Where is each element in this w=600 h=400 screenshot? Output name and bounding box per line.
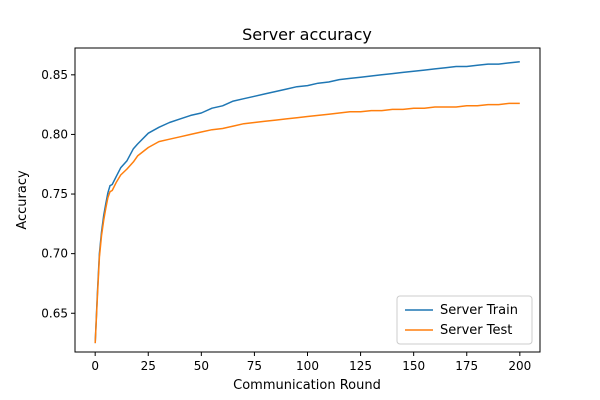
- x-tick-label: 25: [141, 359, 156, 373]
- x-tick-label: 200: [508, 359, 531, 373]
- x-tick-label: 150: [402, 359, 425, 373]
- x-axis: 0 25 50 75 100 125 150 175 200: [91, 352, 531, 373]
- y-tick-label: 0.80: [41, 127, 68, 141]
- x-tick-label: 125: [349, 359, 372, 373]
- y-axis-label: Accuracy: [15, 170, 30, 230]
- legend-label: Server Train: [440, 303, 518, 318]
- legend: Server Train Server Test: [396, 295, 533, 345]
- y-axis: 0.65 0.70 0.75 0.80 0.85: [41, 68, 75, 320]
- chart-title: Server accuracy: [242, 25, 372, 44]
- x-axis-label: Communication Round: [233, 378, 381, 393]
- x-tick-label: 50: [194, 359, 209, 373]
- y-tick-label: 0.65: [41, 306, 68, 320]
- y-tick-label: 0.75: [41, 187, 68, 201]
- x-tick-label: 100: [296, 359, 319, 373]
- legend-label: Server Test: [440, 323, 512, 338]
- series-line-server-train: [94, 60, 520, 344]
- y-tick-label: 0.70: [41, 247, 68, 261]
- legend-box: [396, 295, 533, 345]
- x-tick-label: 0: [91, 359, 99, 373]
- y-tick-label: 0.85: [41, 68, 68, 82]
- series-layer: [94, 60, 520, 344]
- x-tick-label: 175: [455, 359, 478, 373]
- x-tick-label: 75: [247, 359, 262, 373]
- series-line-server-test: [94, 102, 520, 344]
